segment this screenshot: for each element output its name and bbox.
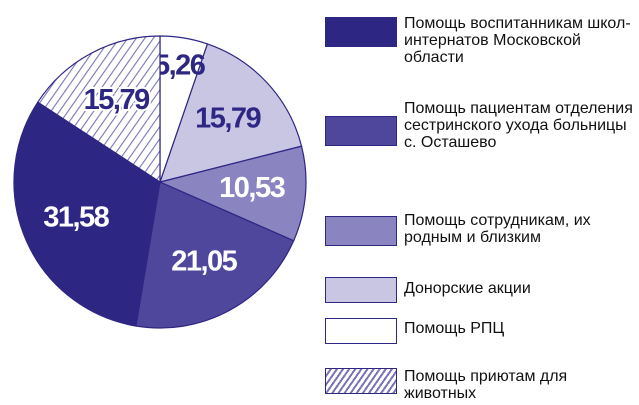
- legend-swatch: [325, 216, 397, 246]
- legend-label: Помощь пациентам отделения сестринского …: [404, 100, 633, 151]
- legend-swatch: [325, 318, 397, 344]
- pie-slice: [158, 145, 307, 242]
- slice-label: 10,53: [219, 172, 285, 204]
- legend-label: Помощь приютам для животных: [404, 368, 568, 402]
- legend-label: Помощь РПЦ: [404, 320, 505, 337]
- legend-swatch: [325, 277, 397, 303]
- slice-label: 15,79: [84, 84, 150, 116]
- legend-swatch: [325, 17, 397, 47]
- slice-label: 31,58: [43, 202, 109, 234]
- legend-label: Помощь воспитанникам школ-интернатов Мос…: [404, 15, 631, 66]
- pie-slice: [13, 101, 161, 327]
- pie-slice: [36, 35, 161, 184]
- slice-label: 15,79: [195, 102, 261, 134]
- legend-label: Донорские акции: [404, 280, 531, 297]
- pie-slice: [159, 43, 303, 183]
- slice-label: 21,05: [171, 246, 237, 278]
- slice-label: 5,26: [154, 49, 206, 81]
- legend-swatch: [325, 116, 397, 146]
- legend-label: Помощь сотрудникам, их родным и близким: [404, 212, 591, 246]
- legend-swatch: [325, 368, 397, 394]
- pie-slice: [135, 181, 295, 329]
